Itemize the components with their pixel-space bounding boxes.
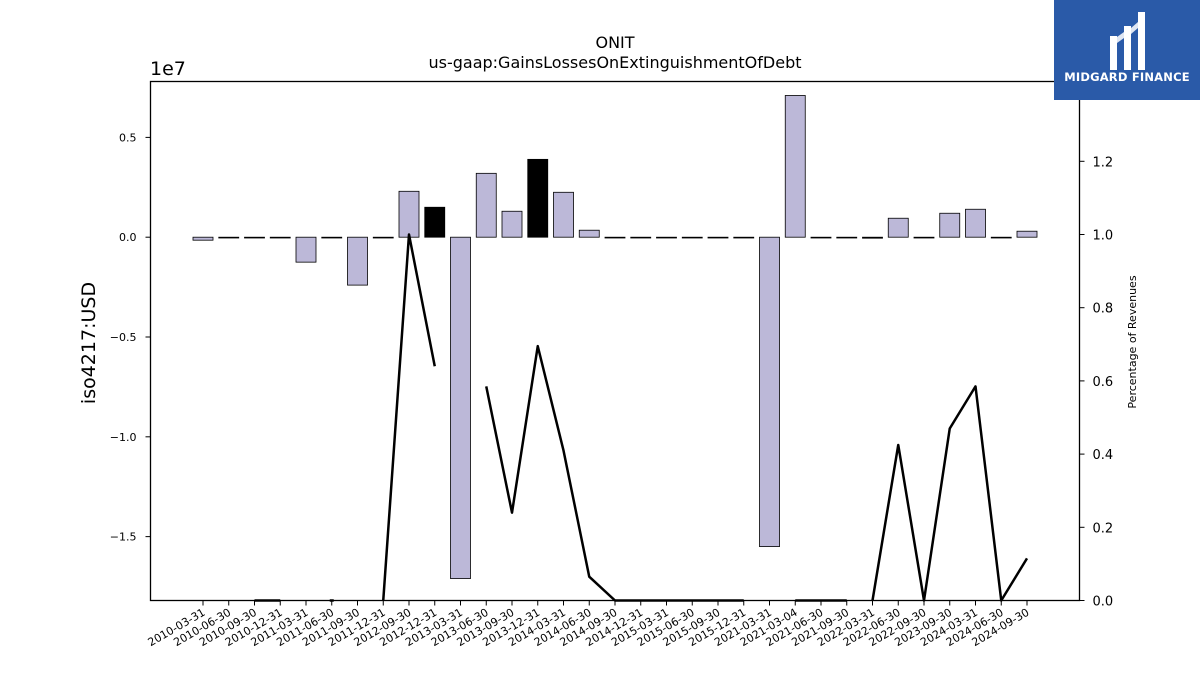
bar	[1016, 230, 1038, 238]
y2-tick-label: 0.2	[1093, 521, 1114, 536]
y-tick-label: −0.5	[110, 331, 137, 344]
y-axis-exponent-label: 1e7	[150, 58, 186, 80]
bar	[630, 236, 652, 239]
bar	[656, 236, 677, 239]
plot-area: −1.5−1.0−0.50.00.50.00.20.40.60.81.01.22…	[110, 95, 1113, 649]
bar	[578, 229, 600, 238]
bar	[939, 212, 961, 238]
bar	[295, 236, 317, 263]
bar	[810, 236, 832, 239]
y2-axis-label: Percentage of Revenues	[1126, 275, 1139, 408]
bar	[372, 236, 394, 239]
y2-tick-label: 0.8	[1093, 302, 1114, 317]
bar	[553, 191, 574, 238]
bar	[681, 236, 703, 239]
bar	[707, 236, 729, 239]
bar	[965, 208, 986, 238]
bar	[913, 236, 935, 239]
bar	[604, 236, 626, 239]
y2-tick-label: 1.2	[1093, 155, 1114, 170]
bar	[759, 236, 780, 548]
bar	[244, 236, 265, 239]
y2-tick-label: 0.0	[1093, 595, 1114, 610]
series-line	[382, 233, 436, 601]
y-axis-label: iso4217:USD	[78, 282, 100, 404]
y2-tick-label: 1.0	[1093, 229, 1114, 244]
plot-frame	[149, 80, 1081, 602]
chart-subtitle: us-gaap:GainsLossesOnExtinguishmentOfDeb…	[428, 53, 801, 72]
bar	[501, 210, 523, 238]
bar	[836, 236, 858, 239]
bar	[862, 236, 883, 239]
bar	[475, 172, 497, 238]
bar	[527, 158, 549, 238]
chart-title: ONIT	[595, 33, 634, 52]
bar	[321, 236, 343, 239]
y-tick-label: −1.0	[110, 431, 137, 444]
logo-text: MIDGARD FINANCE	[1064, 70, 1190, 84]
bar	[450, 236, 471, 579]
series-line	[871, 385, 1029, 602]
bar	[733, 236, 755, 239]
bar	[192, 236, 214, 241]
series-line	[485, 344, 744, 602]
bar	[398, 190, 420, 238]
bar	[218, 236, 240, 239]
y2-tick-label: 0.4	[1093, 448, 1114, 463]
bar	[887, 217, 909, 238]
y-tick-label: −1.5	[110, 531, 137, 544]
bar	[990, 236, 1012, 239]
bar	[784, 95, 806, 238]
bar	[269, 236, 291, 239]
bar	[424, 206, 446, 238]
y-tick-label: 0.0	[119, 231, 137, 244]
midgard-logo-icon	[1110, 12, 1145, 70]
bar	[347, 236, 368, 286]
y-tick-label: 0.5	[119, 131, 137, 144]
y2-tick-label: 0.6	[1093, 375, 1114, 390]
brand-logo: MIDGARD FINANCE	[1054, 0, 1200, 100]
